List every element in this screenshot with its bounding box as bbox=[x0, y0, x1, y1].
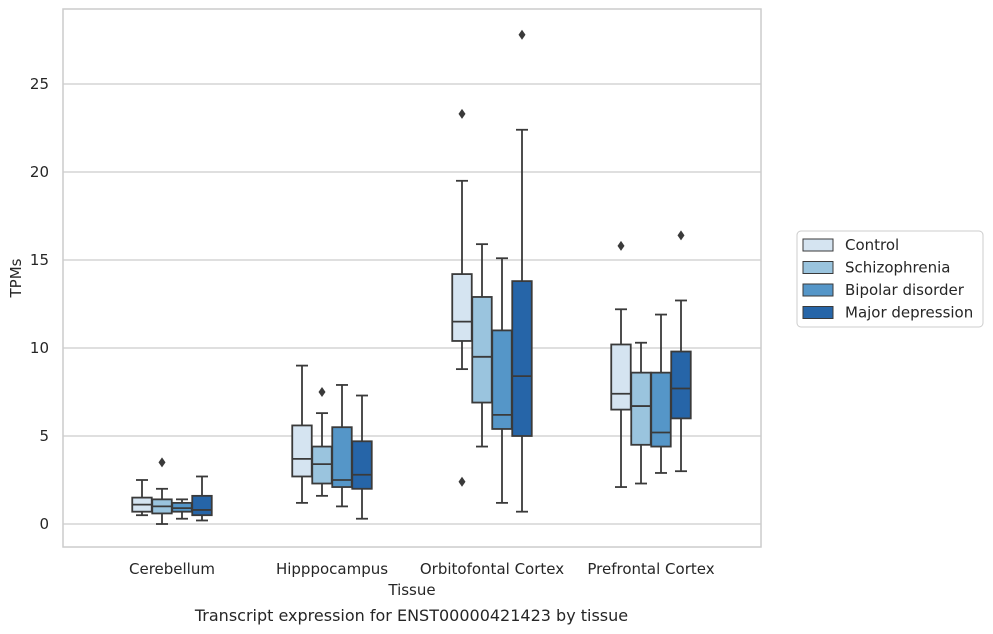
y-axis-ticks: 0 5 10 15 20 25 bbox=[30, 75, 49, 533]
legend-label: Schizophrenia bbox=[845, 259, 950, 277]
box-bipolar-disorder bbox=[650, 313, 672, 474]
box-body bbox=[610, 343, 632, 411]
box-control bbox=[610, 240, 632, 488]
box-body bbox=[650, 371, 672, 448]
outlier-point bbox=[158, 457, 166, 468]
box-body bbox=[670, 350, 692, 420]
legend-swatch bbox=[802, 238, 834, 252]
box-major-depression bbox=[351, 394, 373, 520]
grid-lines bbox=[63, 83, 761, 525]
legend-swatch bbox=[802, 306, 834, 319]
box-schizophrenia bbox=[311, 387, 333, 497]
plot-frame bbox=[62, 8, 762, 548]
box-body bbox=[630, 371, 652, 446]
box-body bbox=[291, 424, 313, 478]
legend-swatch bbox=[802, 283, 834, 297]
outlier-point bbox=[617, 240, 625, 251]
box-control bbox=[131, 479, 153, 517]
legend-label: Bipolar disorder bbox=[845, 281, 965, 299]
outlier-point bbox=[458, 108, 466, 119]
x-tick-label: Orbitofontal Cortex bbox=[420, 560, 564, 578]
box-bipolar-disorder bbox=[331, 384, 353, 508]
x-tick-label: Hipppocampus bbox=[276, 560, 388, 578]
box-bipolar-disorder bbox=[171, 498, 193, 520]
legend-frame bbox=[796, 230, 984, 328]
box-body bbox=[511, 280, 533, 437]
legend-label: Control bbox=[845, 236, 899, 254]
box-control bbox=[291, 364, 313, 504]
y-tick-label: 5 bbox=[39, 427, 49, 445]
outlier-point bbox=[318, 387, 326, 397]
box-body bbox=[451, 273, 473, 342]
legend-label: Major depression bbox=[845, 304, 973, 322]
x-axis-label: Tissue bbox=[387, 581, 435, 599]
chart-caption: Transcript expression for ENST0000042142… bbox=[194, 606, 629, 625]
x-tick-label: Prefrontal Cortex bbox=[587, 560, 714, 578]
y-axis-label: TPMs bbox=[7, 258, 25, 298]
box-schizophrenia bbox=[151, 457, 173, 525]
box-body bbox=[471, 296, 493, 404]
outlier-point bbox=[458, 476, 466, 487]
box-bipolar-disorder bbox=[491, 257, 513, 504]
y-tick-label: 0 bbox=[39, 515, 49, 533]
box-groups bbox=[131, 29, 692, 525]
legend-swatch bbox=[802, 261, 834, 274]
box-major-depression bbox=[670, 230, 692, 473]
x-tick-label: Cerebellum bbox=[129, 560, 215, 578]
legend: Control Schizophrenia Bipolar disorder Majo… bbox=[796, 230, 984, 328]
outlier-point bbox=[677, 230, 685, 241]
box-schizophrenia bbox=[471, 243, 493, 448]
box-schizophrenia bbox=[630, 341, 652, 485]
box-major-depression bbox=[191, 475, 213, 522]
box-control bbox=[451, 108, 473, 487]
x-axis-ticks: Cerebellum Hipppocampus Orbitofontal Corte… bbox=[129, 560, 715, 578]
outlier-point bbox=[518, 29, 526, 40]
y-tick-label: 15 bbox=[30, 251, 49, 269]
y-tick-label: 10 bbox=[30, 339, 49, 357]
y-tick-label: 25 bbox=[30, 75, 49, 93]
box-body bbox=[351, 440, 373, 490]
box-body bbox=[331, 426, 353, 488]
box-major-depression bbox=[511, 29, 533, 513]
box-body bbox=[191, 494, 213, 517]
y-tick-label: 20 bbox=[30, 163, 49, 181]
